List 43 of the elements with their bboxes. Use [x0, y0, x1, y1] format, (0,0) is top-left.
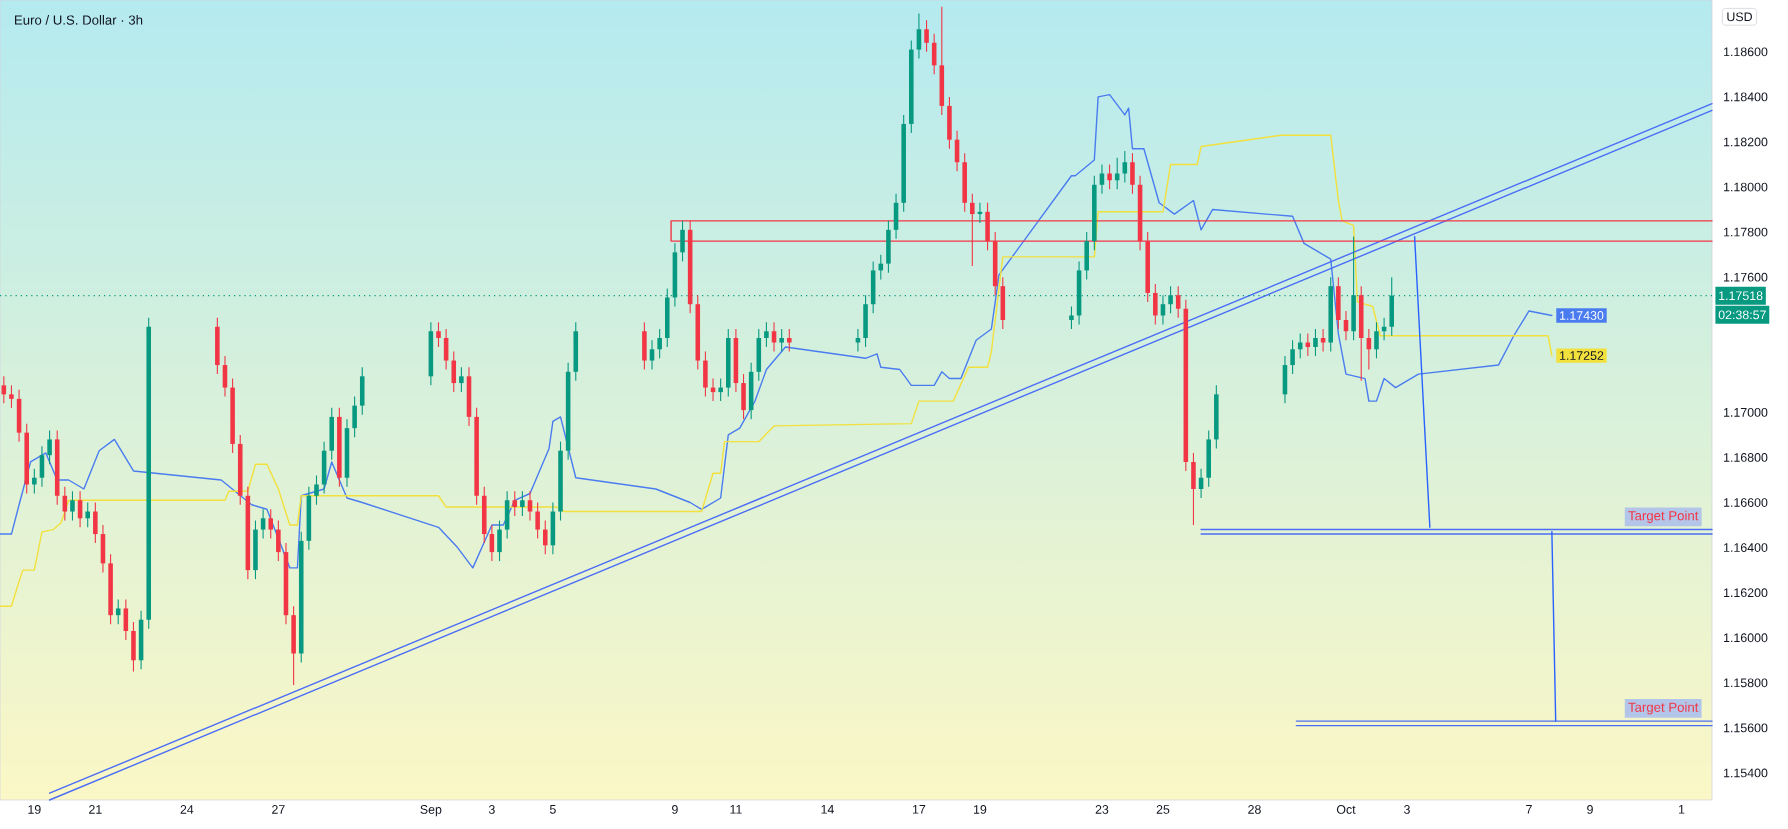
x-tick-label: 11 — [730, 805, 742, 814]
x-tick-label: 27 — [272, 805, 285, 814]
x-tick-label: 5 — [549, 805, 556, 814]
y-tick-label: 1.15600 — [1724, 723, 1768, 733]
x-tick-label: Oct — [1336, 805, 1356, 814]
x-tick-label: 28 — [1248, 805, 1261, 814]
x-tick-label: 23 — [1095, 805, 1109, 814]
x-tick-label: 19 — [28, 805, 41, 814]
x-tick-label: 25 — [1156, 805, 1170, 814]
x-tick-label: 24 — [180, 805, 194, 814]
y-tick-label: 1.18200 — [1724, 137, 1768, 147]
x-tick-label: 21 — [89, 805, 102, 814]
x-tick-label: 9 — [1587, 805, 1593, 814]
y-tick-label: 1.17600 — [1724, 272, 1768, 282]
x-tick-label: 1 — [1679, 805, 1685, 814]
y-tick-label: 1.18600 — [1724, 47, 1768, 57]
y-tick-label: 1.16200 — [1724, 588, 1768, 598]
x-tick-label: 3 — [488, 805, 495, 814]
y-tick-label: 1.18400 — [1724, 92, 1768, 102]
ref-line-label: 1.17518 — [1719, 291, 1763, 301]
y-tick-label: 1.15800 — [1724, 678, 1768, 688]
x-tick-label: 14 — [821, 805, 834, 814]
y-tick-label: 1.16000 — [1724, 633, 1768, 643]
y-tick-label: 1.16800 — [1724, 453, 1768, 462]
x-tick-label: 9 — [672, 805, 678, 814]
y-tick-label: 1.17800 — [1724, 227, 1768, 237]
x-tick-label: Sep — [420, 805, 442, 817]
x-tick-label: 19 — [973, 805, 987, 814]
text: 02:38:57 — [1718, 310, 1766, 320]
series-label: Target Point — [1628, 702, 1699, 715]
y-tick-label: 1.18000 — [1724, 182, 1768, 192]
x-tick-label: 3 — [1404, 805, 1410, 814]
y-tick-label: 1.17000 — [1724, 407, 1768, 417]
y-tick-label: 1.16600 — [1724, 498, 1768, 507]
text: Euro / U.S. Dollar · 3h — [15, 15, 143, 25]
data-label: 1.17430 — [1560, 311, 1604, 320]
x-tick-label: 7 — [1526, 805, 1532, 814]
y-tick-label: 1.16400 — [1724, 543, 1768, 552]
text: USD — [1727, 12, 1752, 22]
x-tick-label: 17 — [912, 805, 926, 814]
y-tick-label: 1.15400 — [1724, 768, 1768, 778]
series-label: Target Point — [1628, 510, 1699, 523]
data-label: 1.17252 — [1560, 351, 1604, 360]
